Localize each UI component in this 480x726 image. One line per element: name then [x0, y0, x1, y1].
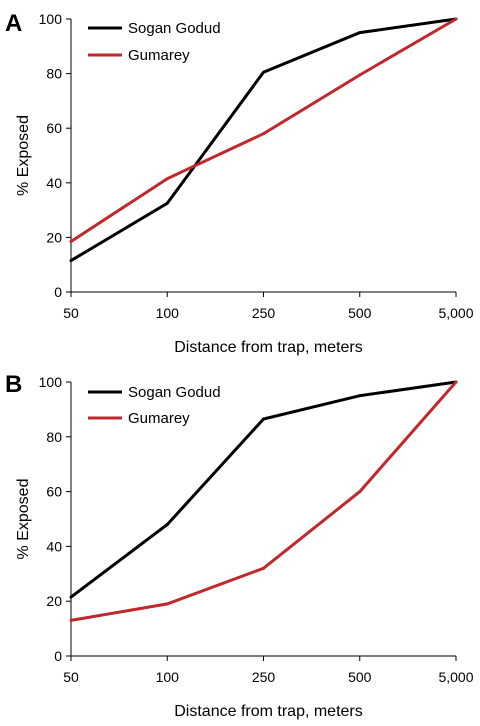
data-point-gumarey — [358, 490, 362, 494]
data-point-sogan-godud — [262, 417, 265, 421]
chart-panel-a: A 0 20 40 60 80 100 50 100 250 500 5,000 Distance fr… — [5, 10, 474, 356]
y-tick-label: 80 — [46, 429, 62, 445]
legend-label-sogan-godud: Sogan Godud — [128, 384, 221, 401]
x-tick-label: 50 — [63, 669, 79, 685]
data-point-gumarey — [262, 566, 265, 570]
x-tick-label: 250 — [252, 305, 276, 321]
x-tick-label: 250 — [252, 669, 276, 685]
y-axis-title: % Exposed — [15, 479, 32, 560]
x-axis-title: Distance from trap, meters — [174, 339, 363, 356]
panel-label: B — [5, 371, 22, 398]
data-point-gumarey — [262, 132, 265, 136]
x-tick-label: 5,000 — [438, 669, 473, 685]
legend-label-sogan-godud: Sogan Godud — [128, 20, 221, 37]
y-tick-label: 20 — [46, 229, 62, 245]
data-point-sogan-godud — [165, 522, 169, 526]
data-point-sogan-godud — [262, 70, 265, 74]
data-point-gumarey — [69, 239, 73, 243]
x-tick-label: 100 — [156, 305, 180, 321]
y-tick-label: 60 — [46, 484, 62, 500]
data-point-gumarey — [454, 380, 458, 384]
x-axis-title: Distance from trap, meters — [174, 703, 363, 720]
data-point-gumarey — [165, 177, 169, 181]
y-tick-label: 100 — [39, 11, 63, 27]
data-point-sogan-godud — [358, 31, 362, 35]
data-point-sogan-godud — [69, 595, 73, 599]
data-point-gumarey — [69, 618, 73, 622]
legend-label-gumarey: Gumarey — [128, 410, 190, 427]
x-tick-label: 500 — [348, 669, 372, 685]
y-tick-label: 40 — [46, 175, 62, 191]
x-tick-label: 500 — [348, 305, 372, 321]
data-point-gumarey — [454, 17, 458, 21]
y-axis-title: % Exposed — [15, 115, 32, 196]
x-tick-label: 50 — [63, 305, 79, 321]
y-tick-label: 0 — [54, 284, 62, 300]
data-point-sogan-godud — [165, 201, 169, 205]
legend-label-gumarey: Gumarey — [128, 47, 190, 64]
y-tick-label: 80 — [46, 66, 62, 82]
chart-panel-b: B 0 20 40 60 80 100 50 100 250 500 5,000 Distance fr… — [5, 371, 474, 720]
data-point-sogan-godud — [358, 394, 362, 398]
y-tick-label: 40 — [46, 538, 62, 554]
data-point-sogan-godud — [69, 259, 73, 263]
y-tick-label: 60 — [46, 120, 62, 136]
y-tick-label: 20 — [46, 593, 62, 609]
x-tick-label: 100 — [156, 669, 180, 685]
data-point-gumarey — [358, 73, 362, 77]
data-point-gumarey — [165, 602, 169, 606]
x-tick-label: 5,000 — [438, 305, 473, 321]
panel-label: A — [5, 10, 22, 37]
y-tick-label: 0 — [54, 648, 62, 664]
y-tick-label: 100 — [39, 374, 63, 390]
